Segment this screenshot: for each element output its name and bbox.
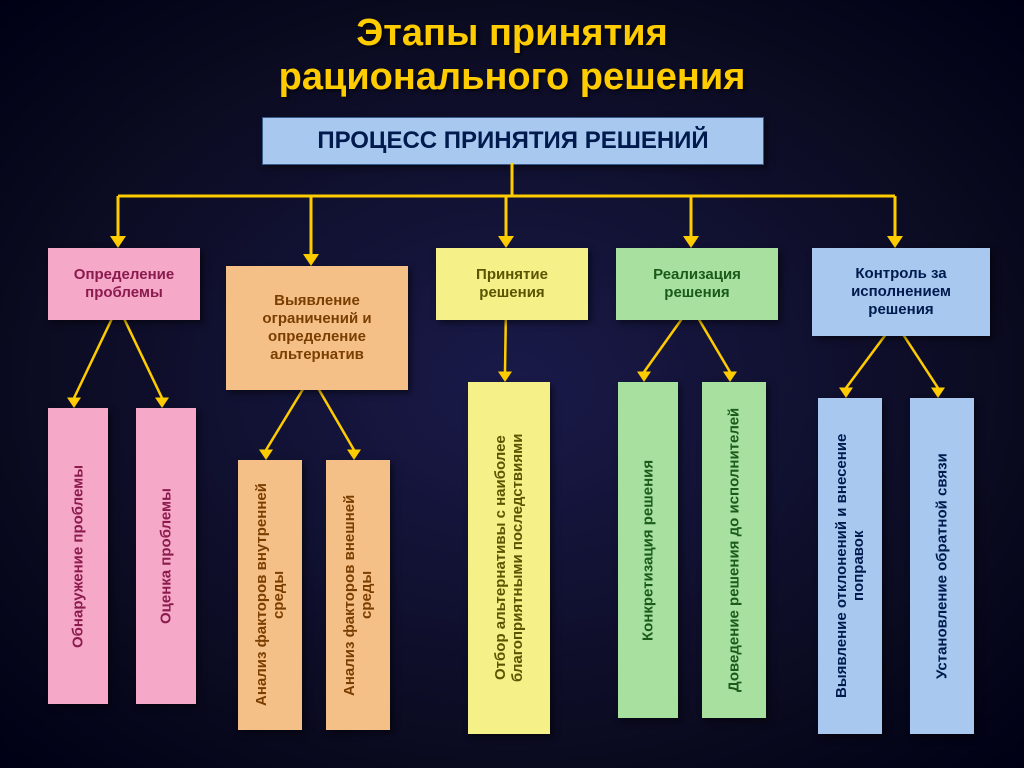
sub-box-5-1: Выявление отклонений и внесение поправок (818, 398, 882, 734)
sub-box-2-2: Анализ факторов внешней среды (326, 460, 390, 730)
root-process-box: ПРОЦЕСС ПРИНЯТИЯ РЕШЕНИЙ (262, 117, 764, 165)
title-line-2: рационального решения (279, 56, 746, 98)
stage-box-4: Реализация решения (616, 248, 778, 320)
stage-box-5: Контроль за исполнением решения (812, 248, 990, 336)
sub-box-3-1: Отбор альтернативы с наиболее благоприят… (468, 382, 550, 734)
sub-box-4-2: Доведение решения до исполнителей (702, 382, 766, 718)
root-label: ПРОЦЕСС ПРИНЯТИЯ РЕШЕНИЙ (317, 127, 708, 155)
sub-box-4-1: Конкретизация решения (618, 382, 678, 718)
stage-box-3: Принятие решения (436, 248, 588, 320)
sub-box-1-2: Оценка проблемы (136, 408, 196, 704)
title-line-1: Этапы принятия (356, 12, 668, 54)
sub-box-1-1: Обнаружение проблемы (48, 408, 108, 704)
stage-box-1: Определение проблемы (48, 248, 200, 320)
stage-box-2: Выявление ограничений и определение альт… (226, 266, 408, 390)
sub-box-5-2: Установление обратной связи (910, 398, 974, 734)
sub-box-2-1: Анализ факторов внутренней среды (238, 460, 302, 730)
slide-title: Этапы принятия рационального решения (0, 0, 1024, 99)
